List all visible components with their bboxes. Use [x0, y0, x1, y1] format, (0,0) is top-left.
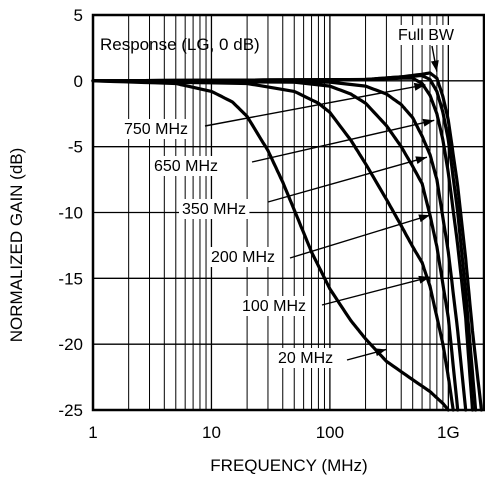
arrowhead [413, 82, 426, 91]
series-label-bg [179, 199, 250, 219]
arrowhead [422, 118, 435, 127]
series-label-bg [121, 119, 192, 139]
series-label-bg [208, 247, 279, 267]
curve-100-mhz [91, 79, 455, 412]
annotation-arrow [267, 156, 428, 203]
x-tick-label: 1 [88, 423, 97, 442]
series-label: 650 MHz [154, 158, 218, 175]
y-tick-label: 0 [74, 72, 83, 91]
series-label: 20 MHz [278, 350, 333, 367]
arrowhead [415, 156, 427, 165]
series-label-bg [151, 156, 222, 176]
series-label: Full BW [398, 27, 455, 44]
y-tick-label: -20 [58, 335, 83, 354]
plot-frame [91, 13, 485, 412]
series-label: 200 MHz [211, 249, 275, 266]
y-tick-labels: 5 0 -5 -10 -15 -20 -25 [58, 6, 83, 420]
y-tick-label: -25 [58, 401, 83, 420]
curve-200-mhz [91, 79, 460, 412]
annotation-arrow [251, 119, 435, 163]
y-tick-label: -10 [58, 204, 83, 223]
x-tick-label: 100 [316, 423, 344, 442]
series-label: 750 MHz [124, 121, 188, 138]
x-tick-label: 1G [437, 423, 460, 442]
x-tick-label: 10 [202, 423, 221, 442]
arrowhead [418, 275, 430, 284]
series-label-bg [275, 348, 337, 368]
y-tick-label: -5 [68, 138, 83, 157]
y-tick-label: 5 [74, 6, 83, 25]
annotation-arrow [321, 276, 431, 306]
x-axis-title: FREQUENCY (MHz) [210, 456, 367, 475]
y-tick-label: -15 [58, 269, 83, 288]
series-label: 100 MHz [242, 298, 306, 315]
series-labels: Full BW 750 MHz 650 MHz 350 MHz 200 MHz 100 M… [121, 25, 466, 368]
series-label-bg [239, 296, 310, 316]
arrowhead [418, 214, 430, 223]
annotation-arrow [204, 84, 426, 127]
y-axis-title: NORMALIZED GAIN (dB) [7, 148, 26, 343]
series-label-bg [395, 25, 466, 45]
series-label: 350 MHz [182, 201, 246, 218]
curve-full-bw [91, 71, 483, 412]
arrowhead [430, 60, 439, 72]
annotation-arrows [204, 45, 439, 361]
annotation-arrow [289, 214, 431, 259]
x-tick-labels: 1 10 100 1G [88, 423, 459, 442]
response-annotation: Response (LG, 0 dB) [100, 35, 260, 54]
curve-350-mhz [91, 79, 468, 412]
arrowhead [374, 348, 387, 357]
